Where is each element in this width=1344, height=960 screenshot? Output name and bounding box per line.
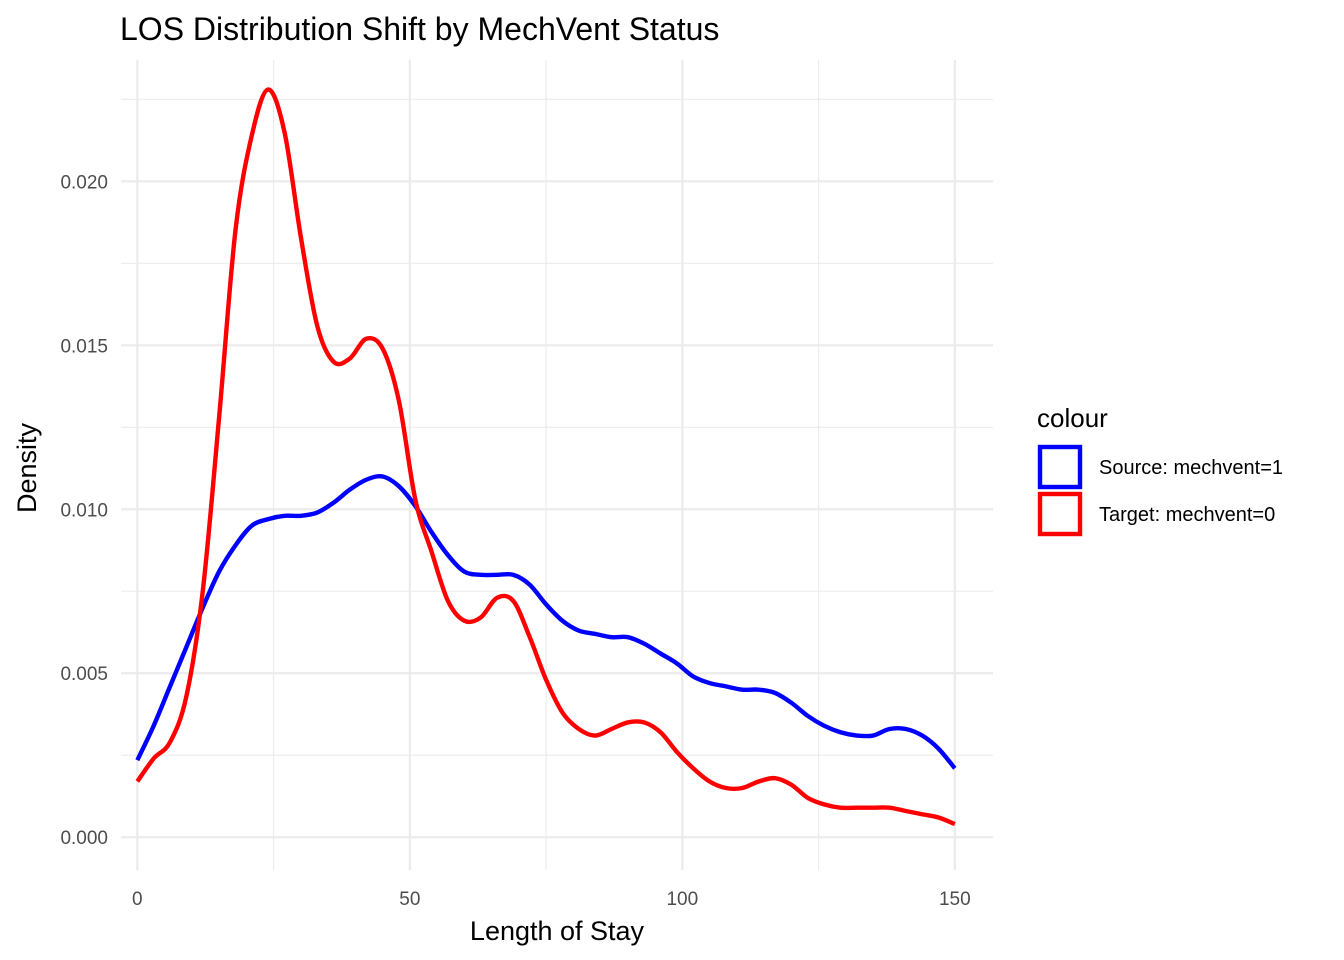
legend-label: Source: mechvent=1 <box>1099 457 1283 479</box>
legend-key <box>1037 491 1083 537</box>
y-tick-labels: 0.000 0.005 0.010 0.015 0.020 <box>60 172 108 849</box>
x-axis-title: Length of Stay <box>470 916 645 946</box>
legend-label: Target: mechvent=0 <box>1099 504 1275 526</box>
y-axis-title: Density <box>12 422 42 513</box>
y-tick-label: 0.000 <box>60 828 108 849</box>
y-tick-label: 0.005 <box>60 664 108 685</box>
x-tick-label: 50 <box>399 889 420 910</box>
x-tick-labels: 0 50 100 150 <box>132 889 971 910</box>
grid-lines <box>121 60 993 870</box>
x-tick-label: 150 <box>939 889 971 910</box>
y-tick-label: 0.010 <box>60 500 108 521</box>
legend-key <box>1037 444 1083 490</box>
legend: colour Source: mechvent=1 Target: mechven… <box>1037 403 1283 537</box>
legend-items: Source: mechvent=1 Target: mechvent=0 <box>1037 444 1283 537</box>
series-layer <box>135 87 957 827</box>
legend-title: colour <box>1037 403 1108 433</box>
chart-title: LOS Distribution Shift by MechVent Statu… <box>120 11 719 47</box>
y-tick-label: 0.015 <box>60 336 108 357</box>
y-tick-label: 0.020 <box>60 172 108 193</box>
x-tick-label: 0 <box>132 889 143 910</box>
source-density-line <box>135 474 957 770</box>
target-density-line <box>135 87 956 827</box>
x-tick-label: 100 <box>666 889 698 910</box>
